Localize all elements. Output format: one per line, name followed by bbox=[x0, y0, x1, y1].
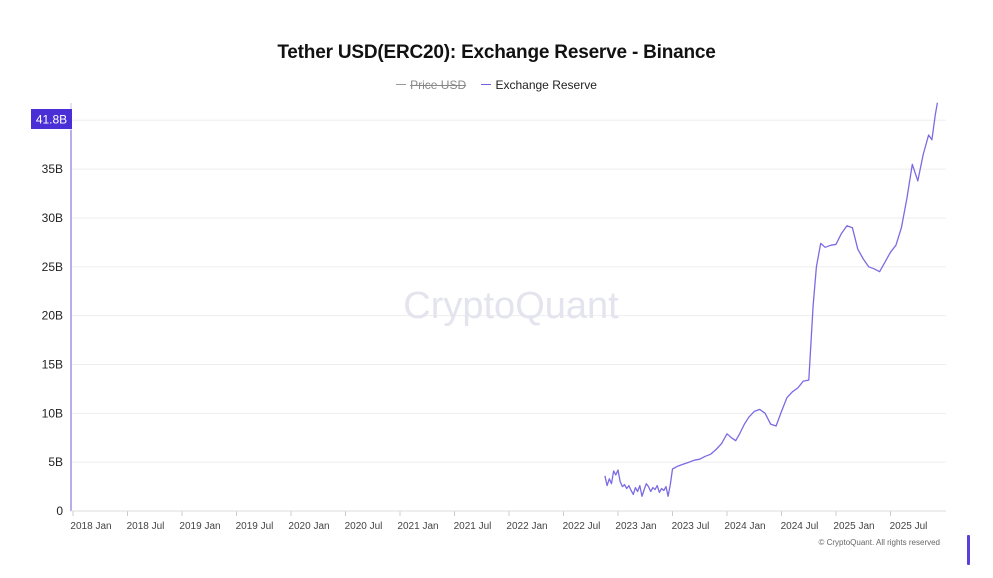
legend: Price USD Exchange Reserve bbox=[0, 74, 993, 92]
x-tick-label: 2024 Jan bbox=[724, 521, 765, 532]
y-tick-label: 5B bbox=[48, 455, 63, 469]
x-tick-label: 2022 Jul bbox=[563, 521, 601, 532]
y-tick-label: 35B bbox=[42, 162, 63, 176]
legend-item-exchange-reserve[interactable]: Exchange Reserve bbox=[481, 77, 597, 92]
legend-label-price-usd: Price USD bbox=[410, 77, 467, 92]
x-tick-label: 2025 Jan bbox=[833, 521, 874, 532]
x-tick-label: 2018 Jul bbox=[127, 521, 165, 532]
exchange-reserve-line[interactable] bbox=[604, 102, 939, 497]
x-tick-label: 2023 Jul bbox=[672, 521, 710, 532]
x-tick-label: 2021 Jan bbox=[397, 521, 438, 532]
current-value-badge-text: 41.8B bbox=[36, 113, 67, 127]
y-tick-label: 20B bbox=[42, 309, 63, 323]
x-tick-label: 2023 Jan bbox=[615, 521, 656, 532]
y-axis-ticks: 05B10B15B20B25B30B35B40B bbox=[42, 113, 64, 518]
legend-label-exchange-reserve: Exchange Reserve bbox=[495, 77, 597, 92]
x-tick-label: 2021 Jul bbox=[454, 521, 492, 532]
legend-swatch-exchange-reserve bbox=[481, 84, 492, 85]
legend-item-price-usd[interactable]: Price USD bbox=[396, 78, 466, 92]
x-tick-label: 2022 Jan bbox=[506, 521, 547, 532]
copyright: © CryptoQuant. All rights reserved bbox=[818, 538, 941, 547]
y-tick-label: 15B bbox=[42, 357, 63, 371]
watermark: CryptoQuant bbox=[403, 285, 619, 327]
current-value-badge-bg bbox=[31, 109, 72, 129]
y-tick-label: 25B bbox=[42, 260, 63, 274]
x-tick-label: 2025 Jul bbox=[890, 521, 928, 532]
y-tick-label: 10B bbox=[42, 406, 63, 420]
legend-swatch-price-usd bbox=[396, 84, 407, 85]
x-axis-ticks: 2018 Jan 2018 Jul 2019 Jan 2019 Jul 2020 Jan… bbox=[70, 511, 927, 532]
y-tick-label: 30B bbox=[42, 211, 63, 225]
x-tick-label: 2018 Jan bbox=[70, 521, 111, 532]
grid-lines bbox=[71, 119, 946, 463]
chart-title: Tether USD(ERC20): Exchange Reserve - Bi… bbox=[277, 42, 716, 63]
x-tick-label: 2019 Jul bbox=[236, 521, 274, 532]
scroll-handle[interactable] bbox=[967, 535, 970, 565]
x-tick-label: 2019 Jan bbox=[179, 521, 220, 532]
y-tick-label: 0 bbox=[56, 504, 63, 518]
current-value-badge: 41.8B bbox=[31, 109, 72, 129]
x-tick-label: 2020 Jul bbox=[345, 521, 383, 532]
x-tick-label: 2020 Jan bbox=[288, 521, 329, 532]
x-tick-label: 2024 Jul bbox=[781, 521, 819, 532]
